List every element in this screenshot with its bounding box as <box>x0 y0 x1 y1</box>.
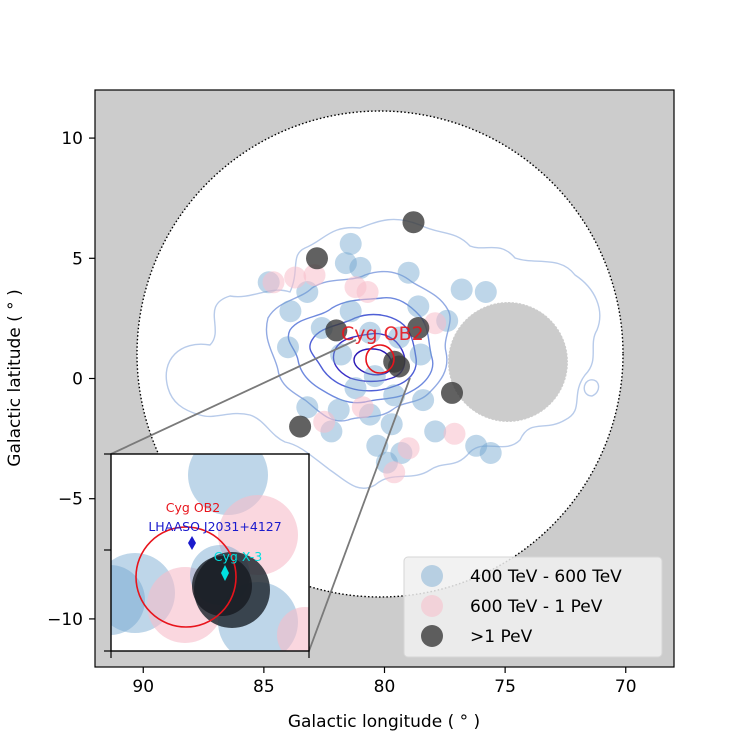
legend-marker <box>421 565 443 587</box>
x-tick-label: 70 <box>615 677 637 697</box>
point-600-tev-1-pev <box>397 437 420 460</box>
point-400-600-tev <box>344 377 367 400</box>
point-400-600-tev <box>277 336 299 359</box>
point-400-600-tev <box>397 261 420 284</box>
y-tick-label: 0 <box>72 370 83 390</box>
contour-level-2 <box>583 379 600 397</box>
x-tick-label: 90 <box>132 677 154 697</box>
x-axis-label: Galactic longitude ( ° ) <box>288 712 480 732</box>
cyg-x3-marker <box>221 565 229 581</box>
cyg-ob2-circle <box>365 344 395 374</box>
inset-frame <box>110 453 310 652</box>
point-600-tev-1-pev <box>303 264 326 287</box>
point-above-1-pev <box>325 319 348 342</box>
legend: 400 TeV - 600 TeV 600 TeV - 1 PeV >1 PeV <box>403 556 663 658</box>
point-400-600-tev <box>409 343 432 366</box>
point-above-1-pev <box>306 247 328 270</box>
points-400-600-tev <box>257 232 502 474</box>
point-400-600-tev <box>363 365 386 388</box>
point-400-600-tev <box>383 384 406 407</box>
y-tick-label: 10 <box>61 129 83 149</box>
inset-connector-lower <box>308 377 411 652</box>
inset-ticks <box>104 453 310 658</box>
point-600-tev-1-pev <box>313 410 336 433</box>
point-400-600-tev <box>412 389 435 412</box>
point-400-600-tev <box>407 295 430 318</box>
point-400-600-tev <box>296 281 319 303</box>
point-400-600-tev <box>339 232 362 255</box>
inset-lhaaso-label: LHAASO J2031+4127 <box>148 519 281 534</box>
inset-cyg-ob2-label: Cyg OB2 <box>166 500 220 515</box>
point-600-tev-1-pev <box>351 396 374 419</box>
point-above-1-pev <box>407 317 430 339</box>
point-600-tev-1-pev <box>262 271 285 294</box>
point-600-tev-1-pev <box>443 422 466 445</box>
y-axis: 10 5 0 −5 −10 <box>47 129 95 630</box>
point-400-600-tev <box>334 252 357 275</box>
y-tick-label: −10 <box>47 610 83 630</box>
legend-box <box>403 556 663 658</box>
point-400-600-tev <box>349 256 372 279</box>
x-tick-label: 80 <box>374 677 396 697</box>
point-400-600-tev <box>424 420 447 443</box>
contour-level-5 <box>309 313 417 392</box>
point-400-600-tev <box>465 434 488 457</box>
y-tick-label: 5 <box>72 249 83 269</box>
x-axis: 90 85 80 75 70 <box>132 667 637 697</box>
point-400-600-tev <box>327 398 350 421</box>
inset-panel: Cyg OB2 LHAASO J2031+4127 Cyg X-3 <box>104 453 310 658</box>
x-tick-label: 75 <box>494 677 516 697</box>
masked-region <box>447 301 569 423</box>
point-400-600-tev <box>380 413 403 436</box>
point-600-tev-1-pev <box>284 266 307 289</box>
point-600-tev-1-pev <box>383 461 406 484</box>
y-axis-label: Galactic latitude ( ° ) <box>5 289 25 466</box>
contour-level-3 <box>265 270 451 422</box>
point-600-tev-1-pev <box>424 312 447 335</box>
point-above-1-pev <box>441 381 463 404</box>
legend-marker <box>421 625 443 647</box>
point-400-600-tev <box>450 278 473 301</box>
points-600-tev-1-pev <box>262 264 466 484</box>
x-tick-label: 85 <box>253 677 275 697</box>
lhaaso-marker <box>188 536 196 550</box>
point-above-1-pev <box>289 415 312 438</box>
inset-pev-blob <box>192 556 252 616</box>
inset-cyg-x3-label: Cyg X-3 <box>214 549 262 564</box>
point-400-600-tev <box>279 300 302 323</box>
point-600-tev-1-pev <box>356 281 379 303</box>
legend-marker <box>421 595 443 617</box>
inset-cyg-ob2-circle <box>135 526 237 628</box>
cyg-ob2-label: Cyg OB2 <box>341 323 424 345</box>
legend-label: 400 TeV - 600 TeV <box>470 567 622 587</box>
inset-connector-upper <box>110 339 357 455</box>
y-tick-label: −5 <box>58 490 83 510</box>
point-400-600-tev <box>359 321 381 344</box>
contour-level-4 <box>287 297 434 404</box>
legend-items: 400 TeV - 600 TeV 600 TeV - 1 PeV >1 PeV <box>421 565 622 647</box>
point-400-600-tev <box>388 326 410 349</box>
point-400-600-tev <box>474 281 497 303</box>
inset-content <box>111 454 309 651</box>
point-above-1-pev <box>402 211 425 234</box>
inset-blob <box>277 607 309 651</box>
point-400-600-tev <box>479 442 502 464</box>
point-400-600-tev <box>296 396 319 419</box>
legend-label: >1 PeV <box>470 627 533 647</box>
point-400-600-tev <box>339 300 362 323</box>
legend-label: 600 TeV - 1 PeV <box>470 597 603 617</box>
